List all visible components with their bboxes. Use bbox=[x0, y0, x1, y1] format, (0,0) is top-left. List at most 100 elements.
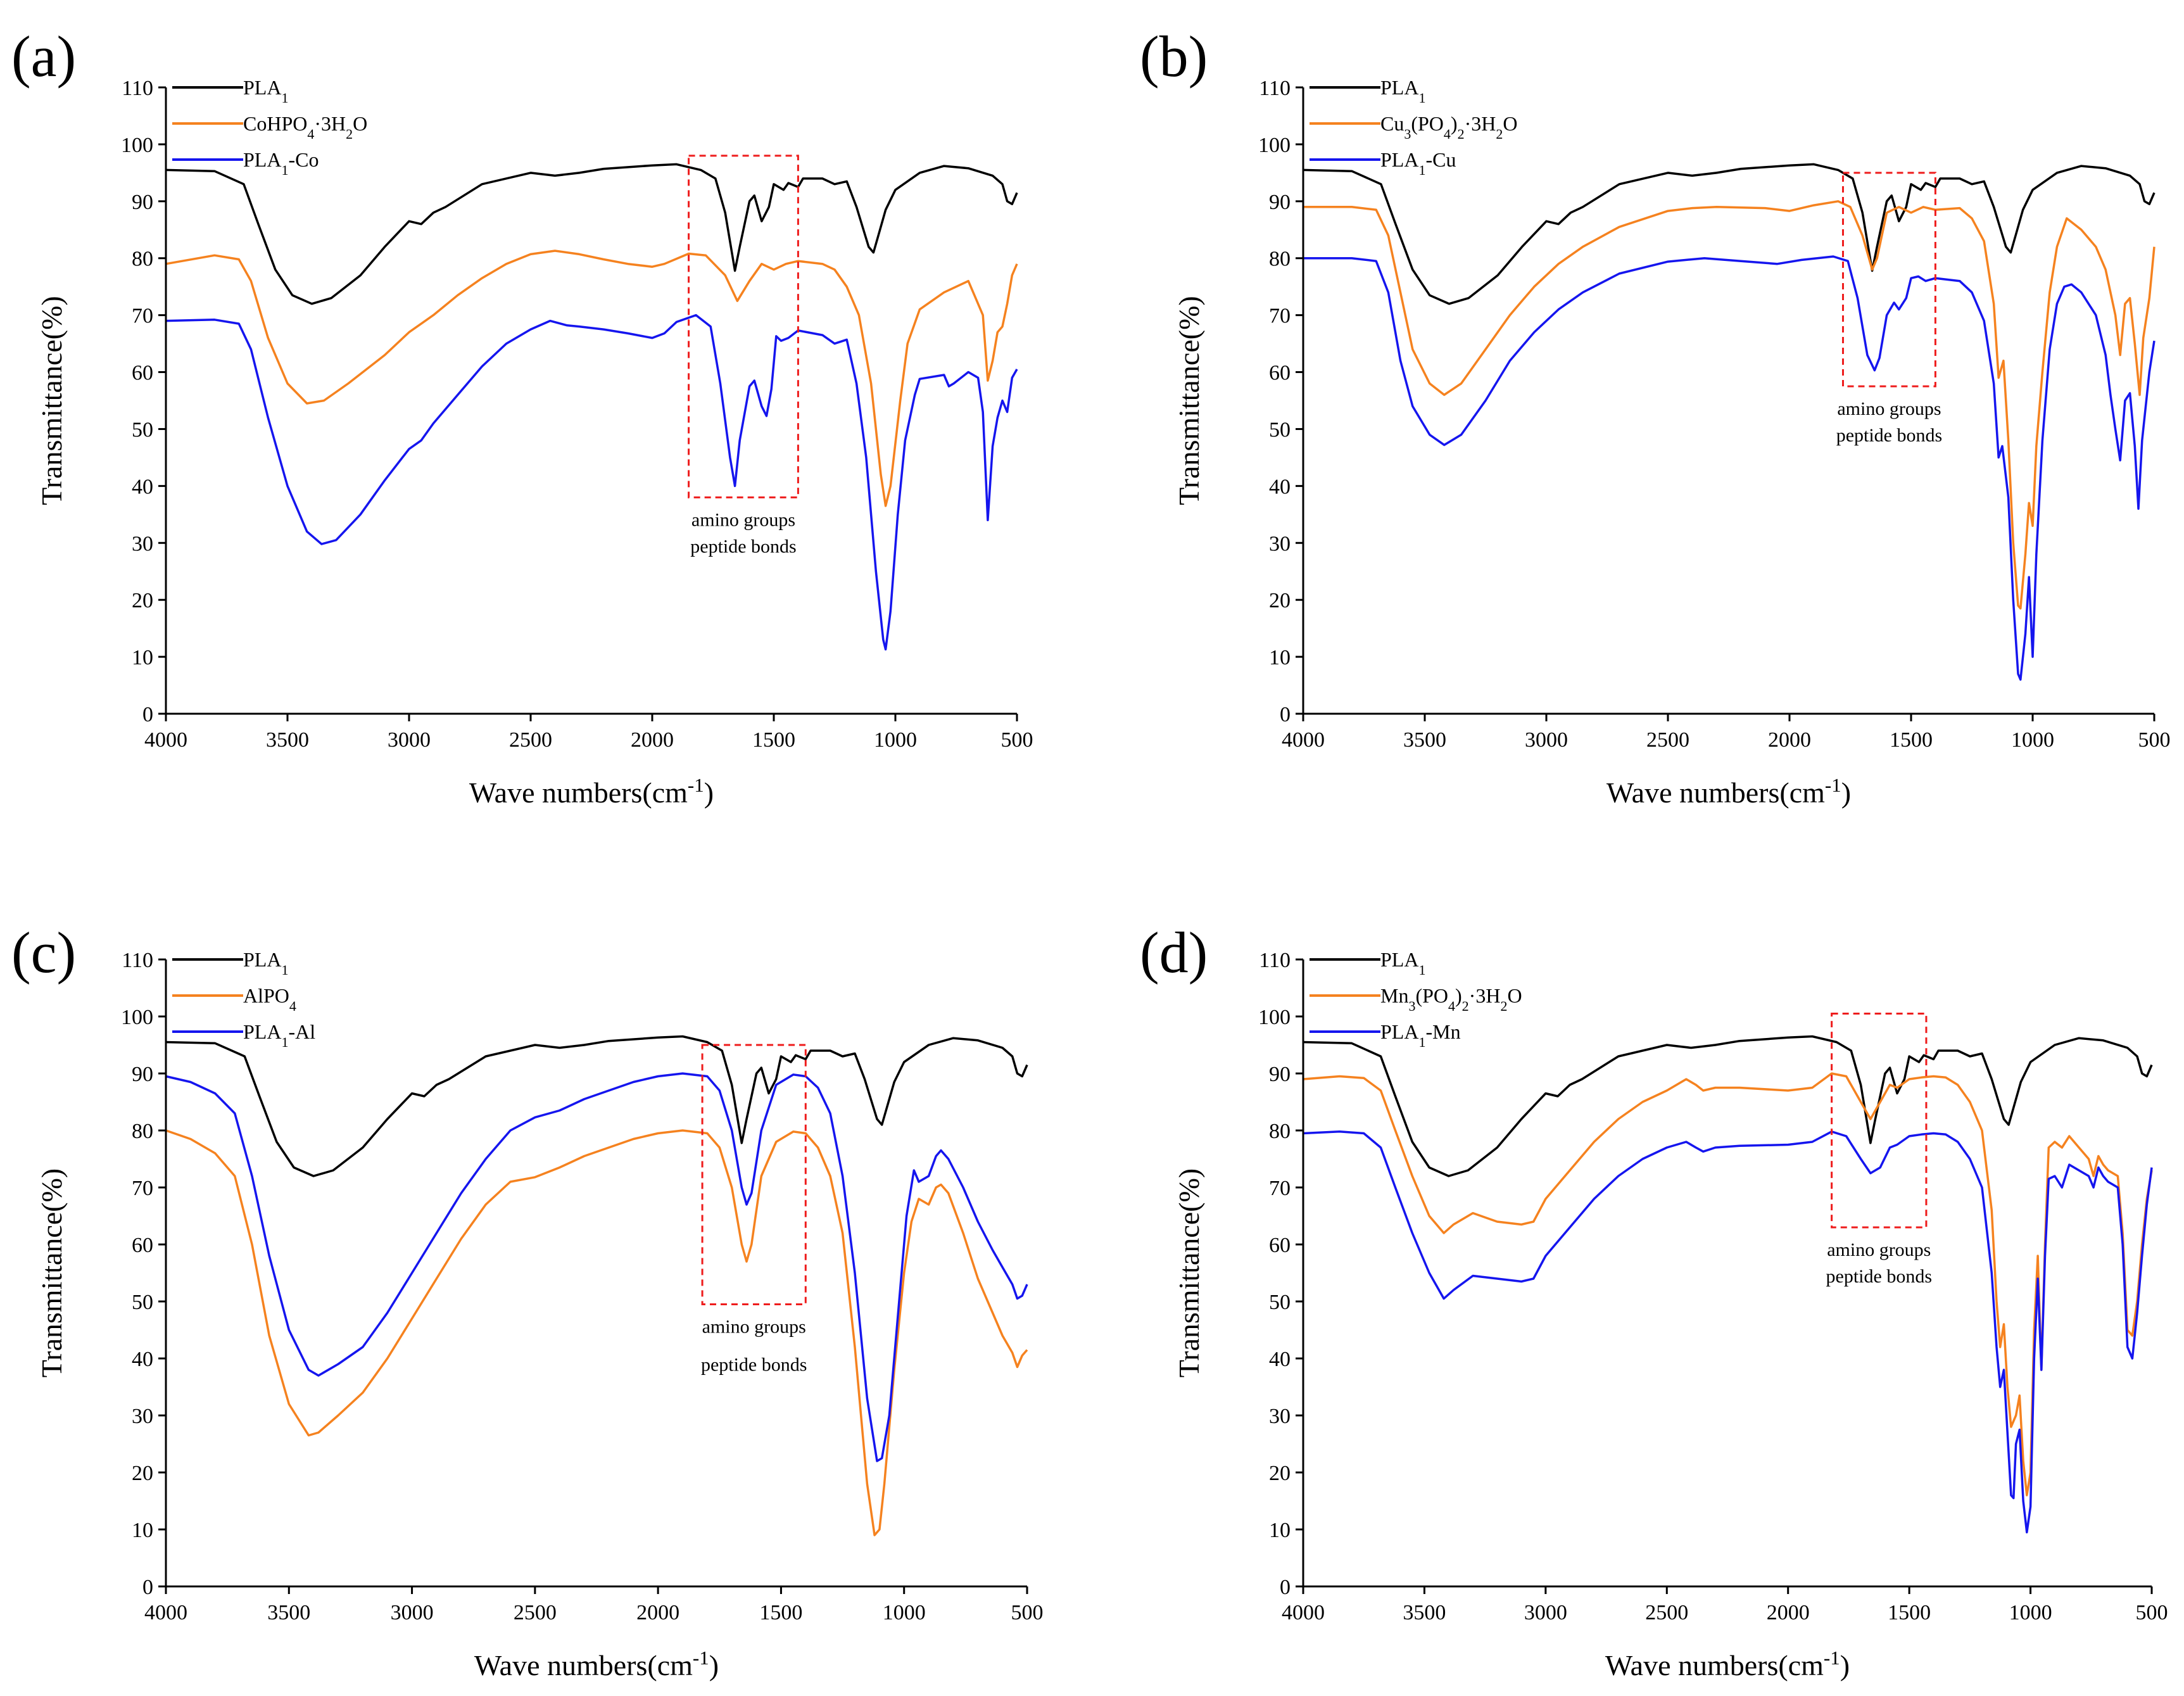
y-tick-label: 70 bbox=[132, 1177, 153, 1200]
series-line-0 bbox=[1303, 164, 2154, 303]
y-tick-label: 80 bbox=[132, 1120, 153, 1143]
x-tick-label: 3000 bbox=[391, 1601, 434, 1624]
x-tick-label: 1000 bbox=[883, 1601, 926, 1624]
y-tick-label: 60 bbox=[1269, 1234, 1291, 1257]
x-tick-label: 4000 bbox=[1282, 1601, 1325, 1624]
annotation-label: amino groups bbox=[702, 1317, 806, 1338]
x-axis-title: Wave numbers(cm-1) bbox=[474, 1647, 719, 1682]
panel-label: (b) bbox=[1140, 24, 1208, 89]
annotation-label: amino groups bbox=[691, 509, 795, 530]
series-line-1 bbox=[1303, 1073, 2152, 1495]
annotation-box bbox=[689, 156, 798, 497]
y-tick-label: 100 bbox=[1258, 134, 1291, 157]
figure: (a)0102030405060708090100110400035003000… bbox=[0, 0, 2184, 1696]
x-tick-label: 1500 bbox=[1888, 1601, 1931, 1624]
y-tick-label: 0 bbox=[1280, 703, 1291, 726]
legend-label: Mn3(PO4)2·3H2O bbox=[1380, 984, 1522, 1014]
y-tick-label: 70 bbox=[1269, 305, 1291, 328]
x-tick-label: 2500 bbox=[514, 1601, 557, 1624]
y-tick-label: 0 bbox=[1280, 1576, 1291, 1599]
y-tick-label: 40 bbox=[1269, 475, 1291, 498]
x-axis-title: Wave numbers(cm-1) bbox=[1606, 774, 1851, 809]
y-tick-label: 30 bbox=[132, 1405, 153, 1428]
x-tick-label: 2000 bbox=[1768, 728, 1811, 752]
annotation-label: amino groups bbox=[1827, 1239, 1931, 1260]
x-tick-label: 4000 bbox=[144, 728, 187, 752]
x-tick-label: 1500 bbox=[759, 1601, 802, 1624]
y-tick-label: 80 bbox=[1269, 248, 1291, 271]
x-tick-label: 3000 bbox=[1524, 1601, 1567, 1624]
x-tick-label: 500 bbox=[1001, 728, 1033, 752]
y-tick-label: 90 bbox=[1269, 191, 1291, 214]
legend-label: Cu3(PO4)2·3H2O bbox=[1380, 112, 1517, 142]
x-tick-label: 2500 bbox=[1646, 728, 1689, 752]
y-tick-label: 50 bbox=[132, 1291, 153, 1314]
y-tick-label: 0 bbox=[142, 1576, 153, 1599]
y-tick-label: 90 bbox=[132, 191, 153, 214]
y-tick-label: 110 bbox=[122, 949, 153, 972]
y-axis-title: Transmittance(%) bbox=[35, 296, 68, 505]
series-line-0 bbox=[166, 164, 1017, 303]
y-tick-label: 10 bbox=[132, 646, 153, 669]
x-axis-title: Wave numbers(cm-1) bbox=[1605, 1647, 1850, 1682]
panel-2: (c)0102030405060708090100110400035003000… bbox=[11, 920, 1044, 1681]
series-line-1 bbox=[166, 1130, 1027, 1535]
x-tick-label: 3500 bbox=[266, 728, 309, 752]
y-tick-label: 40 bbox=[132, 1348, 153, 1371]
x-tick-label: 1500 bbox=[1890, 728, 1933, 752]
legend-label: PLA1 bbox=[243, 76, 288, 106]
annotation-label: peptide bonds bbox=[1826, 1266, 1932, 1287]
y-tick-label: 50 bbox=[132, 418, 153, 441]
x-tick-label: 1500 bbox=[752, 728, 795, 752]
x-tick-label: 4000 bbox=[1282, 728, 1325, 752]
y-axis-title: Transmittance(%) bbox=[1173, 1168, 1205, 1377]
panel-3: (d)0102030405060708090100110400035003000… bbox=[1140, 920, 2168, 1681]
y-tick-label: 20 bbox=[132, 589, 153, 612]
x-tick-label: 3500 bbox=[1403, 728, 1446, 752]
x-tick-label: 3000 bbox=[1525, 728, 1568, 752]
x-tick-label: 4000 bbox=[144, 1601, 187, 1624]
x-tick-label: 1000 bbox=[874, 728, 917, 752]
y-axis-title: Transmittance(%) bbox=[35, 1168, 68, 1377]
y-tick-label: 70 bbox=[1269, 1177, 1291, 1200]
x-tick-label: 500 bbox=[2136, 1601, 2168, 1624]
panel-0: (a)0102030405060708090100110400035003000… bbox=[11, 24, 1033, 809]
legend-label: PLA1-Co bbox=[243, 148, 319, 178]
y-tick-label: 100 bbox=[121, 1006, 153, 1029]
y-tick-label: 80 bbox=[132, 248, 153, 271]
legend-label: AlPO4 bbox=[243, 984, 296, 1014]
y-tick-label: 20 bbox=[132, 1462, 153, 1485]
legend-label: CoHPO4·3H2O bbox=[243, 112, 367, 142]
legend-label: PLA1-Mn bbox=[1380, 1020, 1461, 1050]
legend-label: PLA1 bbox=[1380, 76, 1425, 106]
y-tick-label: 100 bbox=[121, 134, 153, 157]
y-tick-label: 50 bbox=[1269, 418, 1291, 441]
x-tick-label: 3500 bbox=[1403, 1601, 1446, 1624]
legend-label: PLA1-Cu bbox=[1380, 148, 1456, 178]
series-line-0 bbox=[166, 1037, 1027, 1177]
legend-label: PLA1-Al bbox=[243, 1020, 315, 1050]
y-tick-label: 30 bbox=[1269, 1405, 1291, 1428]
y-tick-label: 110 bbox=[122, 77, 153, 100]
series-line-1 bbox=[166, 251, 1017, 506]
y-tick-label: 100 bbox=[1258, 1006, 1291, 1029]
y-tick-label: 0 bbox=[142, 703, 153, 726]
y-axis-title: Transmittance(%) bbox=[1173, 296, 1205, 505]
x-tick-label: 2000 bbox=[1767, 1601, 1810, 1624]
y-tick-label: 110 bbox=[1259, 77, 1291, 100]
series-line-0 bbox=[1303, 1037, 2152, 1177]
panel-1: (b)0102030405060708090100110400035003000… bbox=[1140, 24, 2171, 809]
x-tick-label: 2000 bbox=[631, 728, 674, 752]
y-tick-label: 30 bbox=[1269, 532, 1291, 555]
x-tick-label: 2500 bbox=[1645, 1601, 1688, 1624]
y-tick-label: 60 bbox=[1269, 362, 1291, 385]
x-axis-title: Wave numbers(cm-1) bbox=[469, 774, 714, 809]
y-tick-label: 30 bbox=[132, 532, 153, 555]
annotation-label: peptide bonds bbox=[701, 1355, 807, 1376]
x-tick-label: 1000 bbox=[2011, 728, 2054, 752]
y-tick-label: 40 bbox=[1269, 1348, 1291, 1371]
x-tick-label: 3000 bbox=[388, 728, 431, 752]
y-tick-label: 50 bbox=[1269, 1291, 1291, 1314]
y-tick-label: 90 bbox=[132, 1063, 153, 1086]
annotation-label: amino groups bbox=[1837, 398, 1941, 419]
